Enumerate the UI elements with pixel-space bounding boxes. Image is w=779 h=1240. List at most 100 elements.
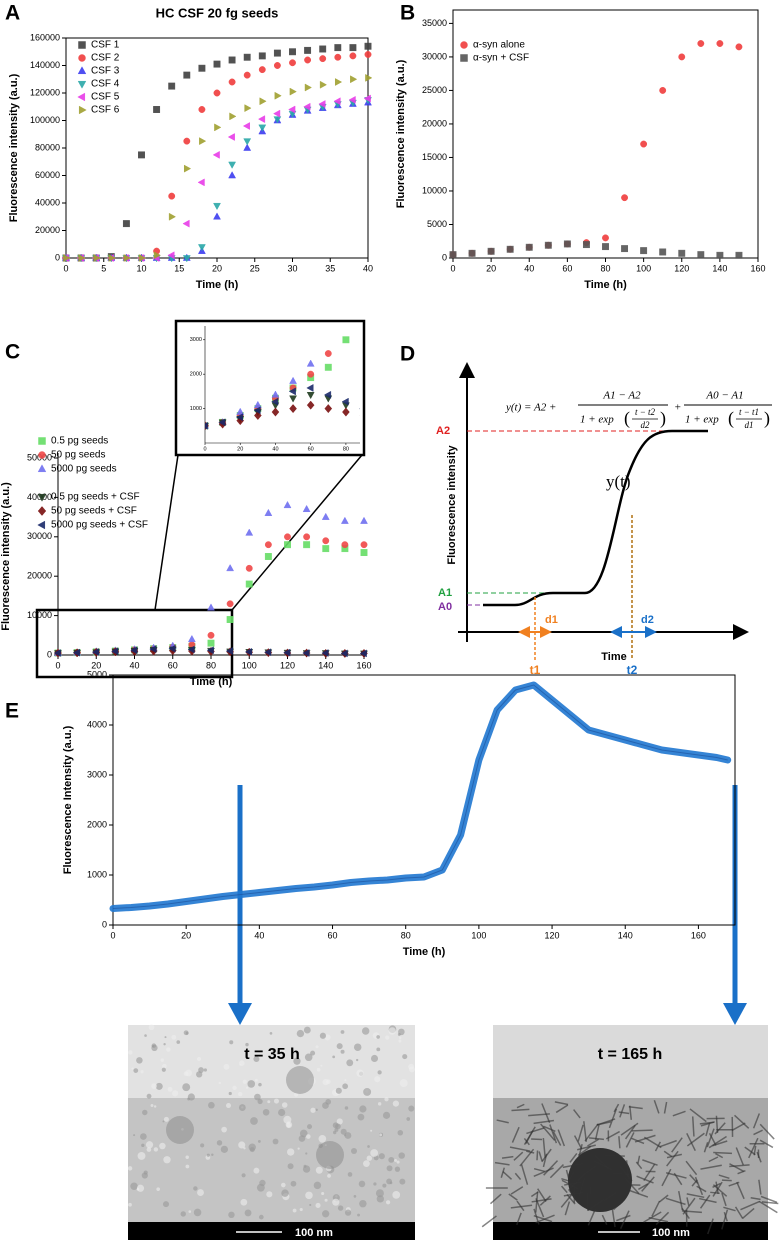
- x-tick-label: 20: [212, 263, 222, 273]
- marker: [460, 54, 468, 62]
- texture: [245, 1042, 249, 1047]
- marker: [207, 631, 215, 639]
- fibril: [742, 1207, 755, 1219]
- fibril: [752, 1113, 761, 1129]
- x-tick-label: 30: [287, 263, 297, 273]
- marker: [289, 404, 297, 414]
- legend-label: α-syn alone: [473, 40, 525, 51]
- marker: [245, 528, 254, 536]
- eq-num: A0 − A1: [705, 390, 743, 402]
- marker: [258, 66, 266, 74]
- fibril: [642, 1159, 658, 1166]
- legend-label: 50 pg seeds: [51, 450, 106, 461]
- marker: [63, 254, 71, 262]
- x-tick-label: 100: [636, 263, 651, 273]
- marker: [108, 254, 116, 262]
- texture: [299, 1207, 303, 1212]
- y-tick-label: 5000: [427, 219, 447, 229]
- marker: [413, 422, 420, 430]
- fibril: [721, 1179, 732, 1182]
- fibril: [583, 1165, 597, 1176]
- marker: [214, 123, 222, 132]
- fibril: [587, 1198, 605, 1211]
- marker: [302, 649, 310, 657]
- marker: [306, 392, 315, 400]
- texture: [394, 1166, 401, 1172]
- marker: [525, 243, 533, 251]
- texture: [200, 1143, 205, 1148]
- texture: [394, 1158, 397, 1162]
- fibril: [643, 1136, 662, 1149]
- marker: [323, 390, 332, 399]
- marker: [735, 43, 743, 51]
- texture: [363, 1160, 370, 1167]
- x-tick-label: 80: [401, 930, 411, 940]
- fibril: [539, 1195, 551, 1206]
- y-tick-label: 30000: [422, 51, 447, 61]
- y-tick-label: 20000: [422, 118, 447, 128]
- fibril: [635, 1161, 643, 1170]
- y-tick-label: 120000: [30, 87, 60, 97]
- legend-label: CSF 4: [91, 79, 120, 90]
- texture: [226, 1103, 231, 1109]
- fibril: [699, 1197, 717, 1204]
- y-tick-label: 60000: [35, 170, 60, 180]
- x-tick-label: 100: [471, 930, 486, 940]
- texture: [347, 1172, 353, 1177]
- texture: [140, 1133, 147, 1140]
- texture: [238, 1141, 246, 1149]
- marker: [364, 42, 372, 50]
- marker: [413, 420, 420, 426]
- texture: [206, 1153, 210, 1157]
- marker: [111, 647, 119, 656]
- marker: [342, 26, 349, 32]
- texture: [257, 1098, 263, 1105]
- marker: [306, 400, 315, 410]
- fibril: [587, 1208, 597, 1226]
- fibril: [513, 1151, 524, 1161]
- texture: [232, 1085, 237, 1091]
- texture: [273, 1098, 279, 1104]
- fibril: [686, 1132, 705, 1147]
- y-tick-label: 10000: [422, 185, 447, 195]
- aggregate: [568, 1148, 632, 1212]
- texture: [304, 1053, 313, 1062]
- texture: [142, 1109, 148, 1116]
- y-tick-label: 0: [55, 252, 60, 262]
- texture: [281, 1189, 289, 1197]
- fibril: [699, 1121, 714, 1125]
- line-core: [112, 684, 728, 909]
- x-tick-label: 160: [356, 660, 371, 670]
- texture: [185, 1155, 189, 1159]
- fibril: [549, 1124, 558, 1144]
- marker: [78, 105, 87, 115]
- marker: [697, 251, 705, 259]
- marker: [242, 122, 251, 130]
- legend-label: 5000 pg seeds: [51, 464, 117, 475]
- texture: [268, 1049, 272, 1052]
- eq-den: 1 + exp: [685, 414, 719, 426]
- fibril: [658, 1194, 669, 1203]
- texture: [325, 1099, 332, 1105]
- marker: [264, 648, 272, 657]
- marker: [271, 407, 280, 417]
- texture: [253, 1056, 260, 1063]
- texture: [398, 1036, 402, 1040]
- texture: [250, 1117, 258, 1125]
- texture: [353, 1195, 357, 1198]
- marker: [197, 178, 205, 187]
- fibril: [713, 1151, 732, 1155]
- texture: [257, 1140, 261, 1143]
- eq-plus: +: [674, 402, 681, 414]
- eq-inner-num: t − t1: [739, 407, 759, 417]
- fibril: [481, 1215, 497, 1228]
- fibril: [729, 1163, 745, 1173]
- texture: [310, 1107, 316, 1113]
- marker: [321, 649, 329, 657]
- marker: [243, 53, 251, 61]
- marker: [207, 639, 215, 647]
- marker: [302, 504, 311, 513]
- texture: [240, 1198, 248, 1206]
- fibril: [561, 1179, 579, 1190]
